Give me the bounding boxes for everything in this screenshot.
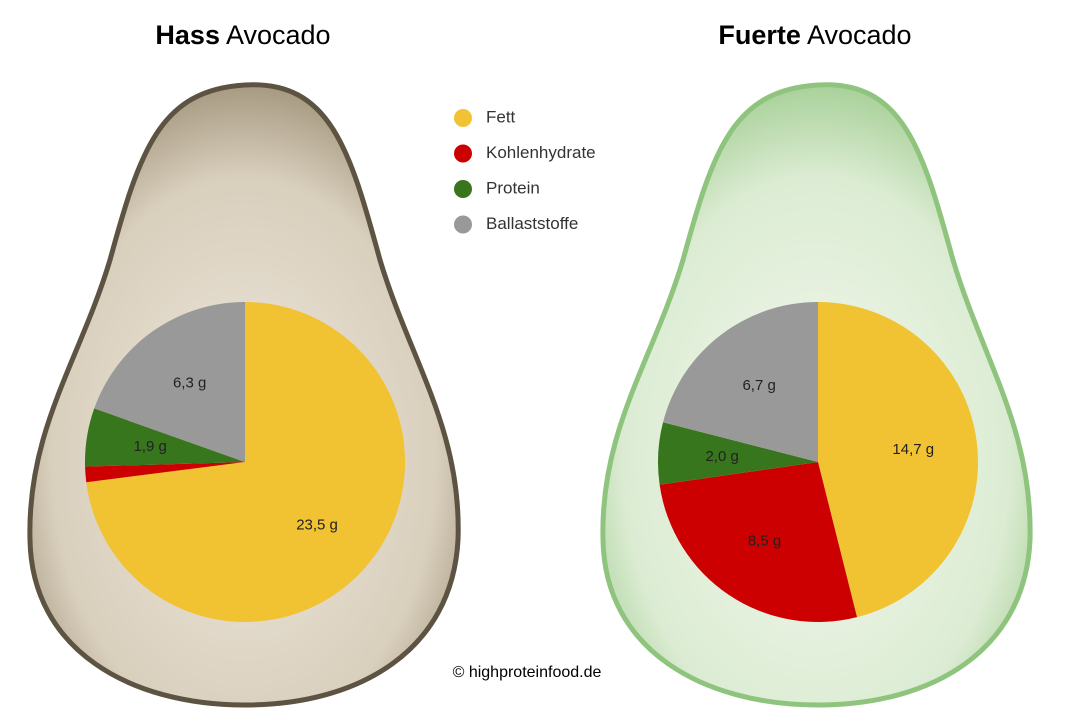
value-label: 23,5 g [296,516,338,533]
pie-slice [658,422,818,485]
legend-swatch [454,180,472,198]
legend-swatch [454,144,472,163]
legend-swatch [454,215,472,234]
value-label: 8,5 g [748,533,781,550]
pie-slice [818,302,979,618]
pie-slice [663,302,818,462]
pie-slice [86,302,406,622]
pie-slice [85,408,246,467]
value-label: 14,7 g [892,441,934,458]
value-label: 6,7 g [742,377,775,394]
chart-title: Fuerte Avocado [718,20,911,50]
legend-label: Kohlenhydrate [486,143,596,162]
pie-slice [85,462,245,483]
legend-label: Protein [486,178,540,197]
legend-label: Ballaststoffe [486,214,578,233]
title-bold: Hass [155,20,220,50]
credit: © highproteinfood.de [453,664,602,681]
pie-slice [659,462,857,623]
title-rest: Avocado [226,20,331,50]
title-rest: Avocado [807,20,912,50]
value-label: 1,9 g [133,438,166,455]
chart-title: Hass Avocado [155,20,330,50]
legend-swatch [454,109,472,127]
title-bold: Fuerte [718,20,801,50]
pie-slice [94,302,245,462]
value-label: 6,3 g [173,375,206,392]
legend-label: Fett [486,107,516,126]
value-label: 2,0 g [705,448,738,465]
